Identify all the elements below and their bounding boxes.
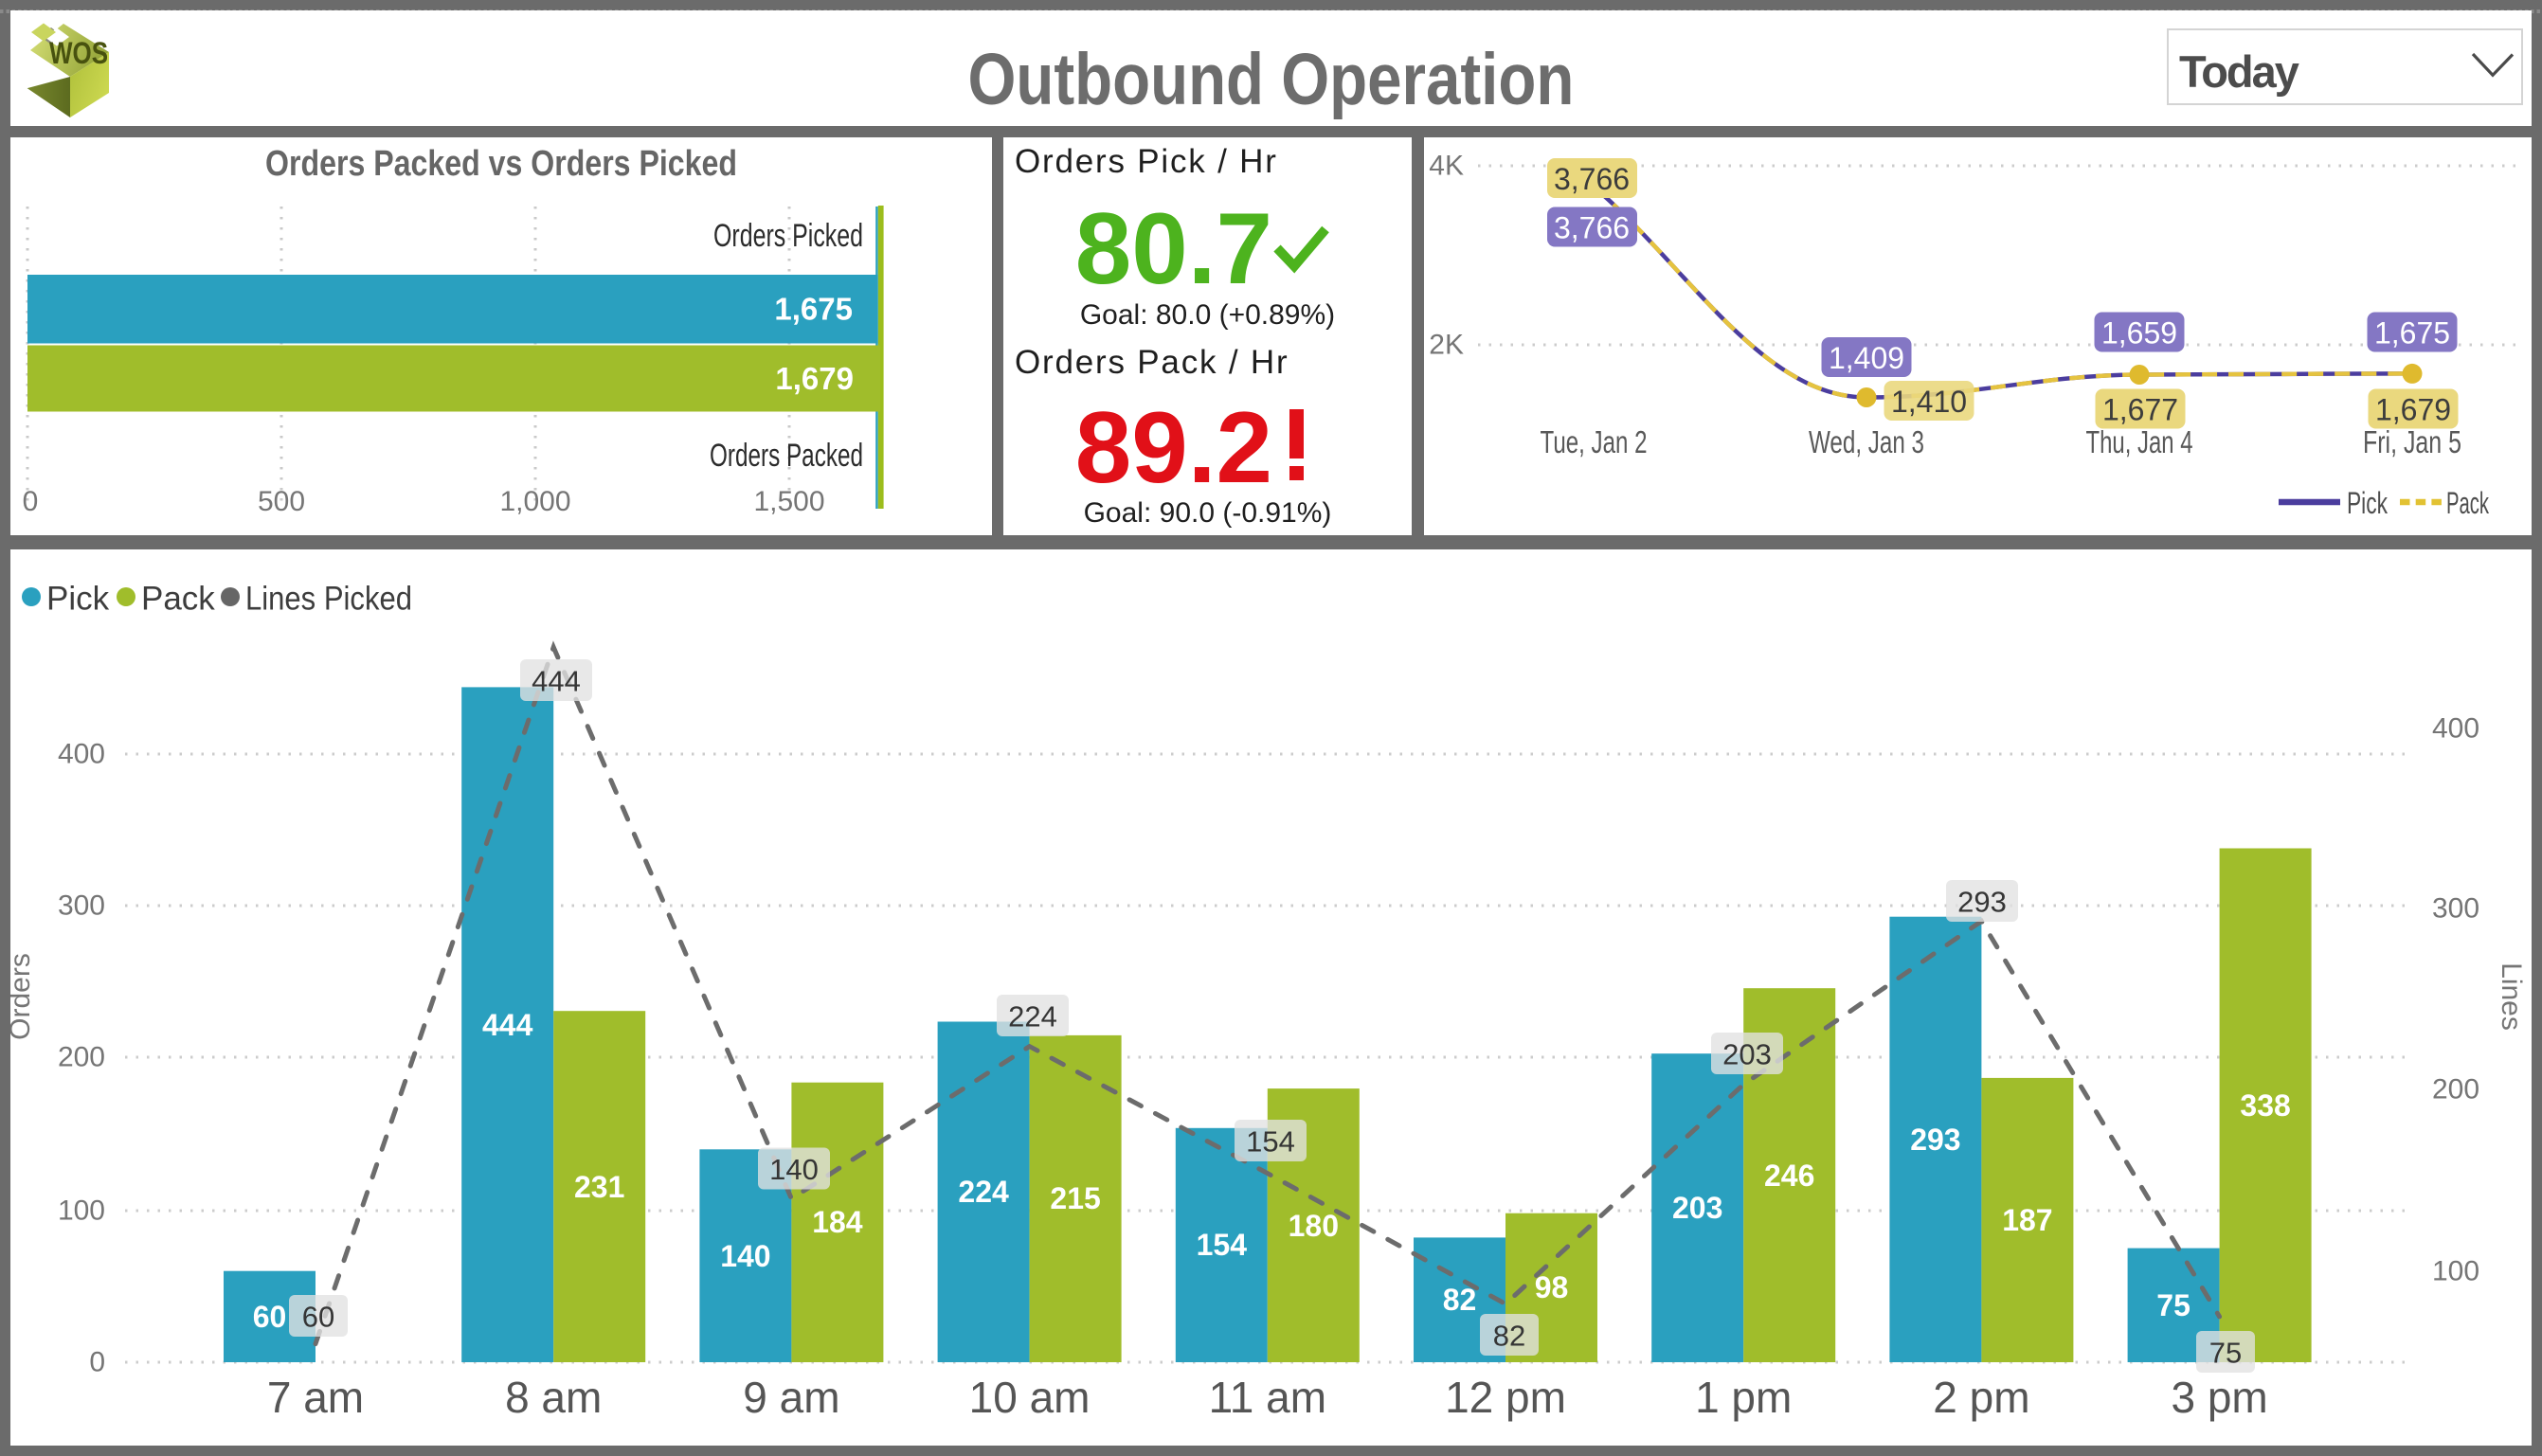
svg-text:3,766: 3,766	[1554, 211, 1630, 245]
svg-text:Pack: Pack	[141, 581, 215, 618]
svg-text:300: 300	[2432, 893, 2479, 925]
svg-text:231: 231	[574, 1170, 624, 1204]
svg-text:100: 100	[58, 1195, 105, 1227]
svg-text:2 pm: 2 pm	[1933, 1373, 2029, 1422]
svg-text:75: 75	[2209, 1337, 2242, 1370]
svg-text:293: 293	[1957, 886, 2007, 919]
svg-text:224: 224	[958, 1175, 1009, 1209]
svg-text:1 pm: 1 pm	[1695, 1373, 1792, 1422]
svg-text:11 am: 11 am	[1209, 1373, 1326, 1422]
svg-text:60: 60	[302, 1301, 334, 1334]
svg-text:203: 203	[1722, 1038, 1772, 1071]
svg-text:400: 400	[2432, 713, 2479, 745]
svg-text:1,675: 1,675	[2374, 316, 2450, 351]
svg-text:300: 300	[58, 890, 105, 922]
svg-text:184: 184	[812, 1205, 863, 1239]
svg-text:Orders: Orders	[10, 953, 36, 1040]
svg-text:100: 100	[2432, 1256, 2479, 1287]
svg-text:75: 75	[2156, 1288, 2190, 1322]
svg-text:8 am: 8 am	[505, 1373, 602, 1422]
svg-text:7 am: 7 am	[267, 1373, 364, 1422]
svg-text:154: 154	[1197, 1228, 1248, 1262]
svg-text:400: 400	[58, 739, 105, 770]
svg-text:Orders Packed: Orders Packed	[710, 438, 863, 474]
svg-text:180: 180	[1289, 1209, 1339, 1243]
svg-text:12 pm: 12 pm	[1445, 1373, 1566, 1422]
svg-text:0: 0	[23, 486, 39, 517]
svg-text:1,675: 1,675	[774, 292, 853, 327]
svg-text:10 am: 10 am	[969, 1373, 1091, 1422]
svg-text:1,659: 1,659	[2101, 316, 2177, 351]
svg-text:Lines: Lines	[2496, 962, 2527, 1031]
svg-text:3,766: 3,766	[1554, 162, 1630, 196]
svg-text:WOS: WOS	[49, 36, 108, 70]
svg-text:1,000: 1,000	[499, 486, 570, 517]
svg-text:Pack: Pack	[2446, 486, 2490, 520]
svg-text:Pick: Pick	[2347, 486, 2389, 520]
svg-text:1,677: 1,677	[2102, 393, 2178, 427]
svg-text:200: 200	[58, 1042, 105, 1073]
svg-text:3 pm: 3 pm	[2171, 1373, 2267, 1422]
svg-text:1,679: 1,679	[775, 361, 854, 396]
svg-text:Pick: Pick	[46, 581, 110, 618]
svg-text:444: 444	[482, 1008, 533, 1042]
svg-text:140: 140	[769, 1153, 819, 1186]
svg-text:Thu, Jan 4: Thu, Jan 4	[2086, 424, 2193, 459]
svg-text:Lines Picked: Lines Picked	[245, 581, 412, 618]
svg-text:203: 203	[1672, 1191, 1722, 1225]
svg-text:140: 140	[720, 1239, 770, 1273]
svg-text:1,679: 1,679	[2375, 393, 2451, 427]
svg-text:Orders Packed vs Orders Picked: Orders Packed vs Orders Picked	[265, 144, 737, 184]
svg-text:Wed, Jan 3: Wed, Jan 3	[1809, 424, 1924, 459]
svg-text:246: 246	[1764, 1159, 1814, 1193]
svg-text:1,409: 1,409	[1829, 341, 1904, 375]
svg-text:60: 60	[253, 1300, 287, 1334]
svg-text:187: 187	[2002, 1203, 2052, 1237]
svg-text:154: 154	[1246, 1125, 1295, 1159]
svg-text:0: 0	[89, 1347, 105, 1378]
svg-text:200: 200	[2432, 1074, 2479, 1105]
svg-text:444: 444	[532, 665, 581, 698]
svg-text:82: 82	[1493, 1320, 1525, 1353]
svg-text:Fri, Jan 5: Fri, Jan 5	[2363, 424, 2461, 459]
svg-text:Orders Picked: Orders Picked	[713, 218, 863, 254]
svg-text:Tue, Jan 2: Tue, Jan 2	[1541, 424, 1648, 459]
svg-text:98: 98	[1535, 1270, 1569, 1304]
svg-text:82: 82	[1443, 1283, 1477, 1317]
svg-text:2K: 2K	[1429, 330, 1464, 361]
svg-text:4K: 4K	[1429, 151, 1464, 182]
svg-text:1,410: 1,410	[1891, 385, 1967, 419]
svg-text:293: 293	[1910, 1123, 1960, 1157]
svg-text:224: 224	[1008, 1000, 1057, 1034]
svg-text:338: 338	[2240, 1088, 2290, 1123]
svg-text:500: 500	[258, 486, 305, 517]
svg-text:215: 215	[1050, 1181, 1100, 1215]
svg-text:9 am: 9 am	[743, 1373, 839, 1422]
svg-text:1,500: 1,500	[753, 486, 824, 517]
